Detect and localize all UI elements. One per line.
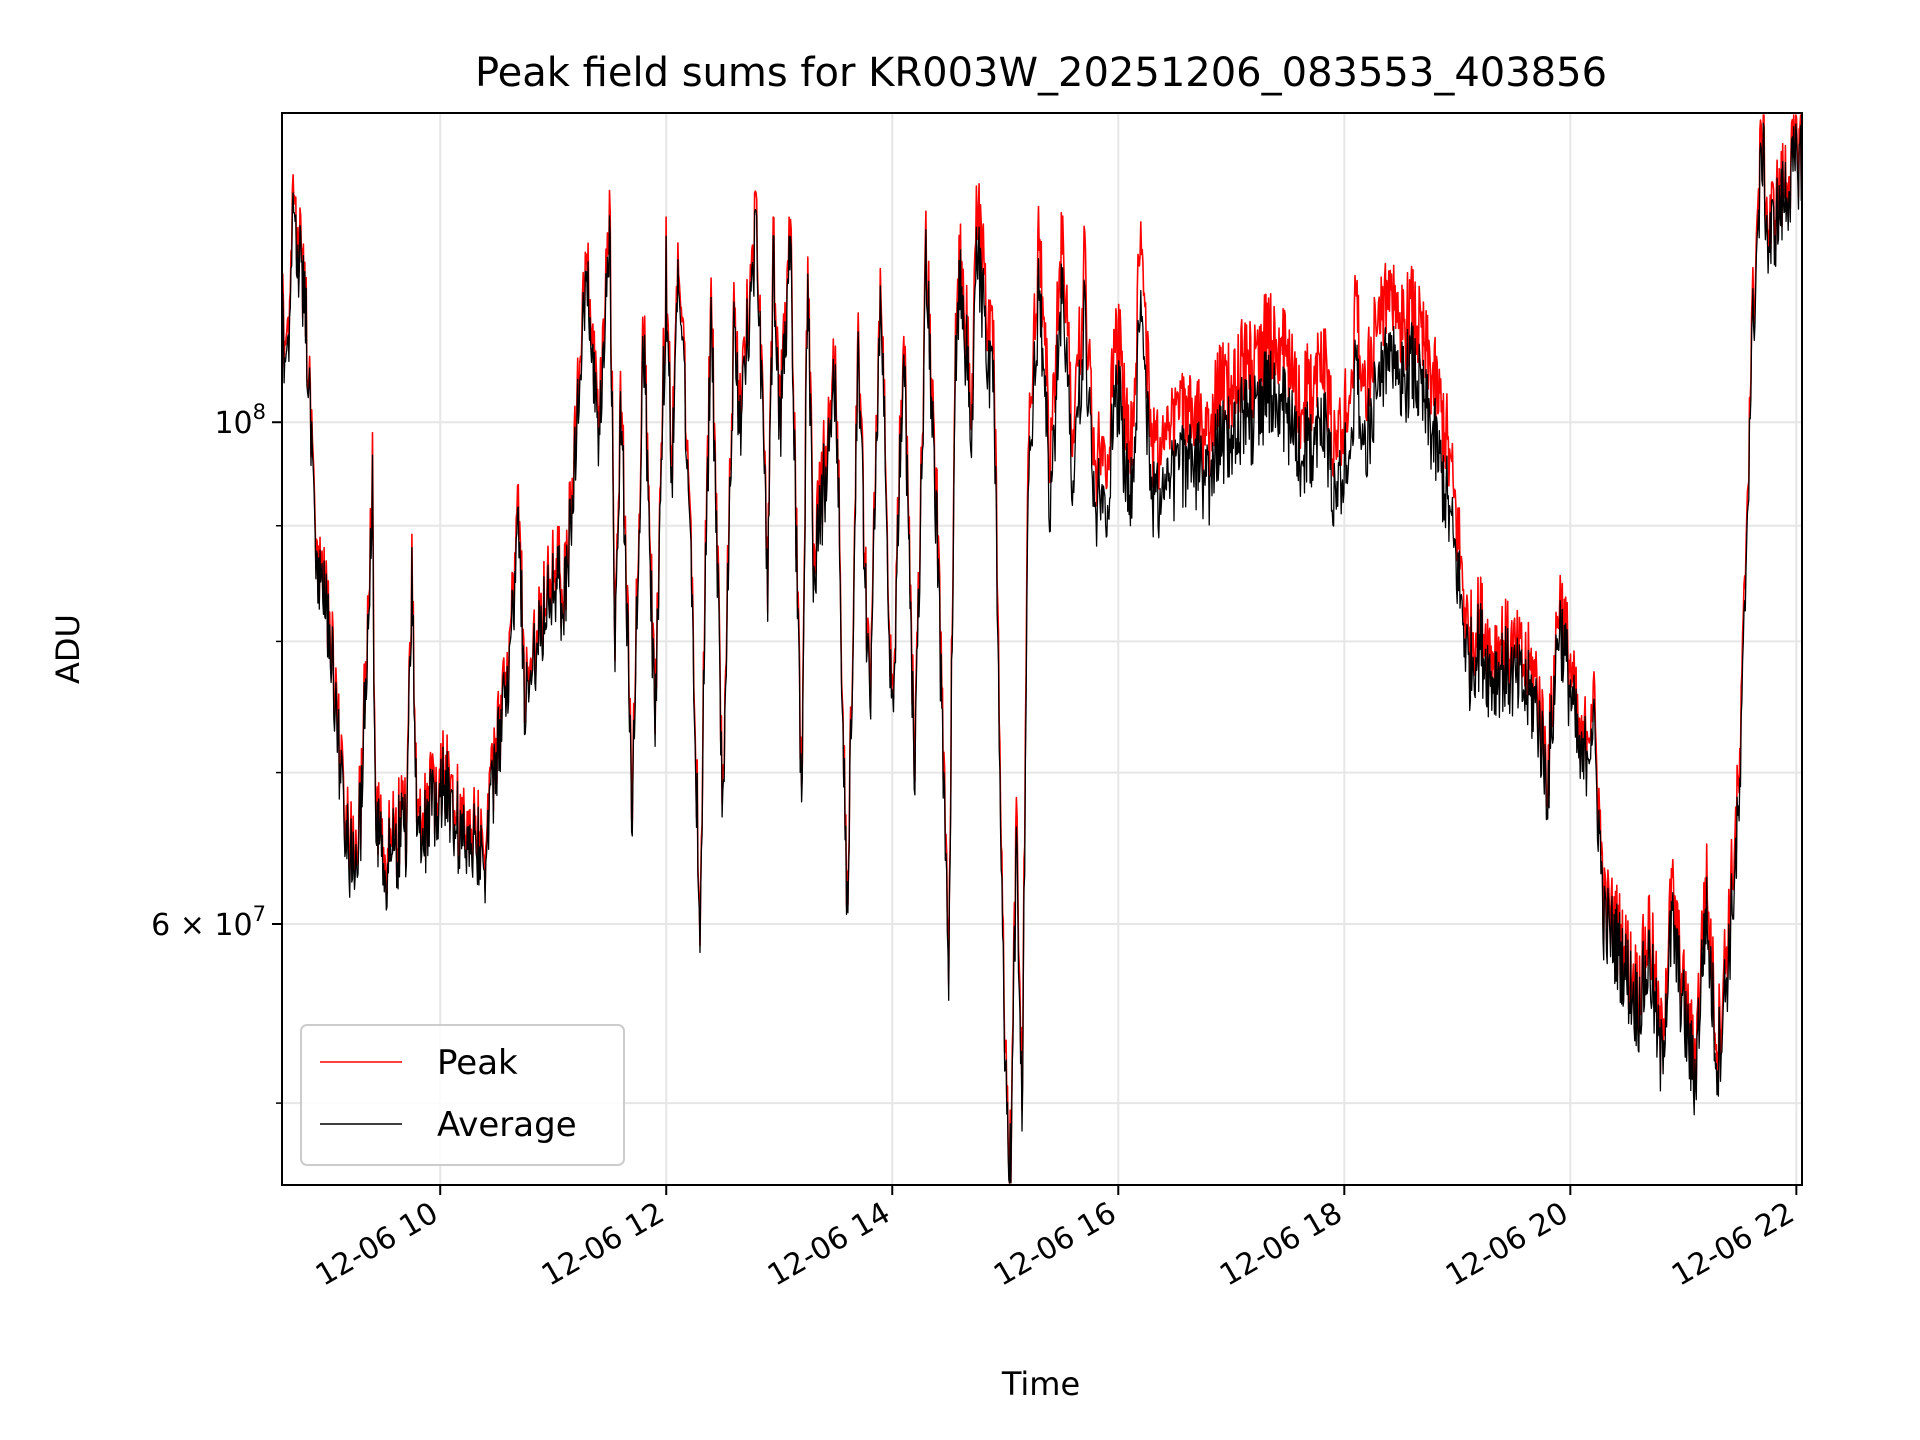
plot-frame: [281, 112, 1803, 1186]
y-axis-ticks: 108 6 × 107: [151, 400, 282, 1104]
grid-lines: [282, 113, 1802, 1185]
y-tick-label: 108: [214, 400, 266, 441]
series-line-average: [281, 122, 1803, 1184]
series-lines: [281, 114, 1803, 1184]
legend-label-peak: Peak: [437, 1043, 518, 1083]
legend-label-average: Average: [437, 1105, 577, 1145]
chart-title: Peak field sums for KR003W_20251206_0835…: [475, 50, 1607, 96]
legend: Peak Average: [300, 1024, 625, 1166]
y-axis-title: ADU: [49, 614, 87, 684]
x-axis-title: Time: [1001, 1365, 1080, 1403]
legend-box: [300, 1024, 625, 1166]
y-tick-label: 6 × 107: [151, 902, 266, 943]
